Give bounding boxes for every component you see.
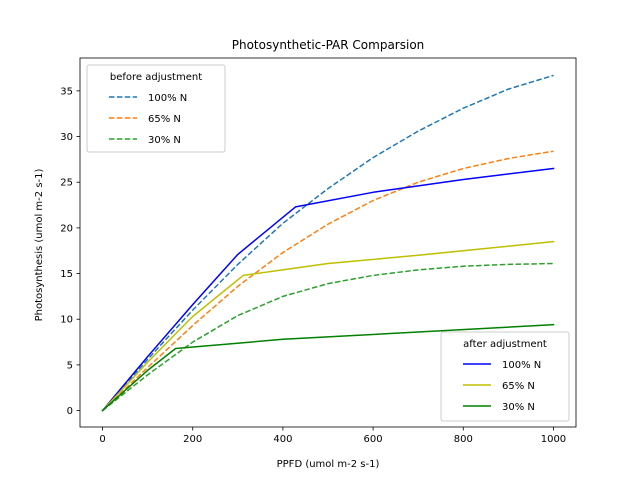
y-tick-label: 10 bbox=[60, 315, 73, 326]
axes: 0 200 400 600 800 1000 0 5 10 15 20 25 30 35 bbox=[60, 57, 577, 445]
x-tick-label: 200 bbox=[183, 434, 202, 445]
legend-label: 65% N bbox=[502, 381, 535, 392]
legend-box bbox=[86, 64, 226, 153]
legend-1: after adjustment 100% N 65% N 30% N bbox=[440, 331, 570, 422]
legend-label: 100% N bbox=[502, 360, 541, 371]
x-tick-label: 400 bbox=[273, 434, 292, 445]
legend-title: before adjustment bbox=[110, 72, 202, 83]
x-tick-label: 0 bbox=[99, 434, 105, 445]
y-tick-label: 25 bbox=[60, 178, 73, 189]
series-line-5 bbox=[101, 323, 555, 412]
series-line-0 bbox=[101, 74, 554, 412]
legend-label: 100% N bbox=[148, 93, 187, 104]
y-tick-label: 20 bbox=[60, 223, 73, 234]
x-tick-label: 600 bbox=[364, 434, 383, 445]
y-tick-label: 15 bbox=[60, 269, 73, 280]
plot-frame bbox=[79, 57, 577, 428]
y-axis-label: Photosynthesis (umol m-2 s-1) bbox=[34, 169, 45, 322]
x-tick-label: 1000 bbox=[541, 434, 566, 445]
x-tick-label: 800 bbox=[454, 434, 473, 445]
legend-label: 30% N bbox=[148, 135, 181, 146]
legend-title: after adjustment bbox=[463, 339, 547, 350]
legend-box bbox=[440, 331, 570, 422]
y-tick-label: 0 bbox=[67, 406, 73, 417]
series-line-2 bbox=[102, 262, 554, 412]
series-line-1 bbox=[101, 150, 554, 412]
legend-label: 30% N bbox=[502, 402, 535, 413]
y-tick-label: 5 bbox=[67, 360, 73, 371]
plot-area bbox=[101, 74, 555, 412]
y-tick-label: 35 bbox=[60, 86, 73, 97]
series-line-3 bbox=[101, 167, 555, 412]
y-tick-label: 30 bbox=[60, 132, 73, 143]
x-axis-label: PPFD (umol m-2 s-1) bbox=[277, 459, 380, 470]
series-line-4 bbox=[101, 240, 555, 412]
legend-0: before adjustment 100% N 65% N 30% N bbox=[86, 64, 226, 153]
legend-label: 65% N bbox=[148, 114, 181, 125]
chart-title: Photosynthetic-PAR Comparsion bbox=[232, 38, 425, 52]
